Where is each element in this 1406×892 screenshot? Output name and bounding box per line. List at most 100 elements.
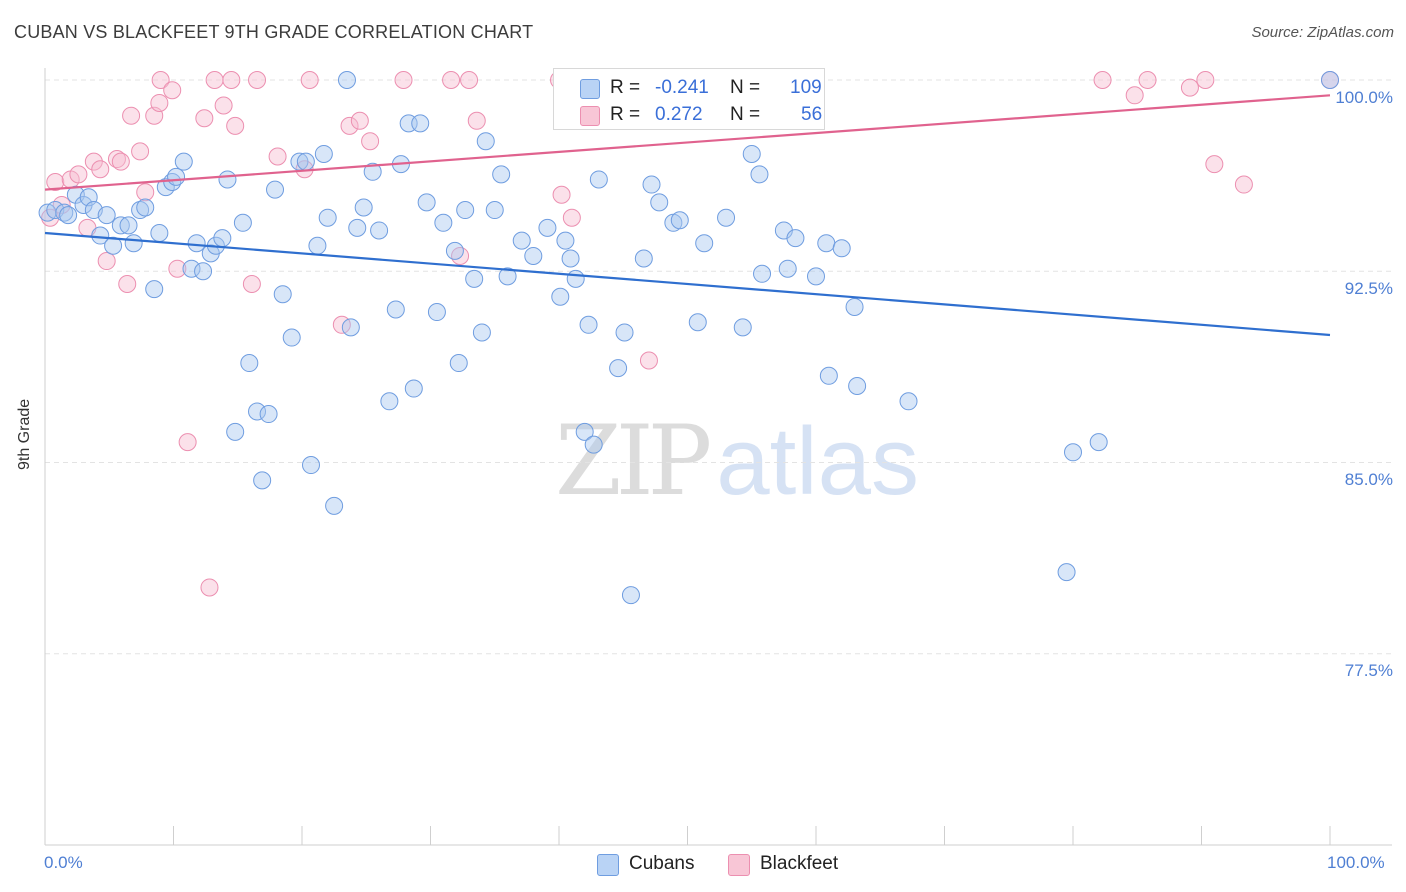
cubans-point (318, 208, 337, 227)
legend-item-blackfeet: Blackfeet (728, 852, 858, 876)
cubans-point (240, 354, 259, 373)
cubans-point (325, 496, 344, 515)
cubans-point (404, 379, 423, 398)
cubans-point (301, 456, 320, 475)
cubans-point (259, 405, 278, 424)
cubans-point (363, 162, 382, 181)
blackfeet-point (268, 147, 287, 166)
cubans-point (226, 422, 245, 441)
blackfeet-point (168, 259, 187, 278)
cubans-point (266, 180, 285, 199)
cubans-point (296, 152, 315, 171)
cubans-point (1064, 443, 1082, 462)
cubans-point (1321, 71, 1339, 89)
blackfeet-point (91, 160, 110, 179)
cubans-point (786, 229, 805, 248)
x-tick-label: 0.0% (44, 853, 83, 872)
blackfeet-n-value: 56 (801, 104, 823, 125)
cubans-points (38, 71, 1339, 605)
blackfeet-point (1205, 155, 1224, 174)
blackfeet-point (467, 111, 486, 130)
cubans-point (187, 234, 206, 253)
blackfeet-point (111, 152, 130, 171)
blackfeet-point (200, 578, 219, 597)
blackfeet-point (131, 142, 150, 161)
cubans-point (621, 586, 640, 605)
cubans-point (341, 318, 360, 337)
cubans-point (845, 297, 864, 316)
cubans-point (579, 315, 598, 334)
blackfeet-point (361, 132, 380, 151)
cubans-point (465, 269, 484, 288)
cubans-point (642, 175, 661, 194)
cubans-point (136, 198, 155, 217)
blackfeet-point (163, 81, 182, 100)
cubans-point (131, 201, 150, 220)
cubans-point (512, 231, 531, 250)
cubans-point (449, 354, 468, 373)
cubans-point (337, 71, 356, 89)
cubans-point (411, 114, 430, 133)
cubans-point (182, 259, 201, 278)
blackfeet-point (151, 71, 170, 89)
cubans-point (380, 392, 399, 411)
blackfeet-point (1234, 175, 1253, 194)
cubans-point (688, 313, 707, 332)
blackfeet-point (69, 165, 88, 184)
cubans-point (194, 262, 213, 281)
r-label: R = (610, 104, 641, 125)
blackfeet-point (394, 71, 413, 89)
blackfeet-point (1093, 71, 1112, 89)
cubans-point (91, 226, 110, 245)
cubans-point (354, 198, 373, 217)
cubans-point (111, 216, 130, 235)
cubans-point (485, 201, 504, 220)
blackfeet-trend-line (44, 94, 1331, 191)
cubans-point (670, 211, 689, 230)
cubans-point (282, 328, 301, 347)
cubans-point (634, 249, 653, 268)
blackfeet-point (562, 208, 581, 227)
legend-label-blackfeet: Blackfeet (760, 853, 839, 874)
blackfeet-point (248, 71, 267, 89)
cubans-point (119, 216, 138, 235)
blackfeet-point (552, 185, 571, 204)
cubans-point (556, 231, 575, 250)
cubans-point (848, 377, 867, 395)
blackfeet-point (1125, 86, 1144, 105)
cubans-point (492, 165, 511, 184)
cubans-point (386, 300, 405, 319)
cubans-point (370, 221, 389, 240)
source-label: Source: ZipAtlas.com (1251, 24, 1394, 41)
blackfeet-point (300, 71, 319, 89)
axes (44, 68, 1392, 846)
cubans-point (273, 285, 292, 304)
n-label: N = (730, 104, 761, 125)
cubans-point (174, 152, 193, 171)
cubans-point (104, 236, 123, 255)
cubans-point (150, 224, 169, 242)
blackfeet-points (41, 71, 1339, 597)
blackfeet-point (639, 351, 658, 370)
blackfeet-point (118, 275, 137, 293)
cubans-point (609, 359, 628, 378)
cubans-trend-line (44, 231, 1331, 337)
blackfeet-point (136, 183, 155, 202)
blackfeet-swatch (580, 106, 600, 126)
blackfeet-point (214, 96, 233, 115)
cubans-point (717, 208, 736, 227)
cubans-point (124, 234, 143, 253)
cubans-point (59, 206, 78, 225)
watermark: ZIP atlas (555, 405, 919, 517)
cubans-point (584, 435, 603, 454)
y-tick-label: 100.0% (1335, 88, 1393, 107)
cubans-point (427, 303, 446, 322)
blackfeet-point (84, 152, 103, 171)
blackfeet-point (178, 433, 197, 452)
blackfeet-point (195, 109, 214, 128)
cubans-point (213, 229, 232, 248)
blackfeet-point (340, 116, 359, 135)
cubans-point (348, 218, 367, 237)
blackfeet-point (460, 71, 479, 89)
